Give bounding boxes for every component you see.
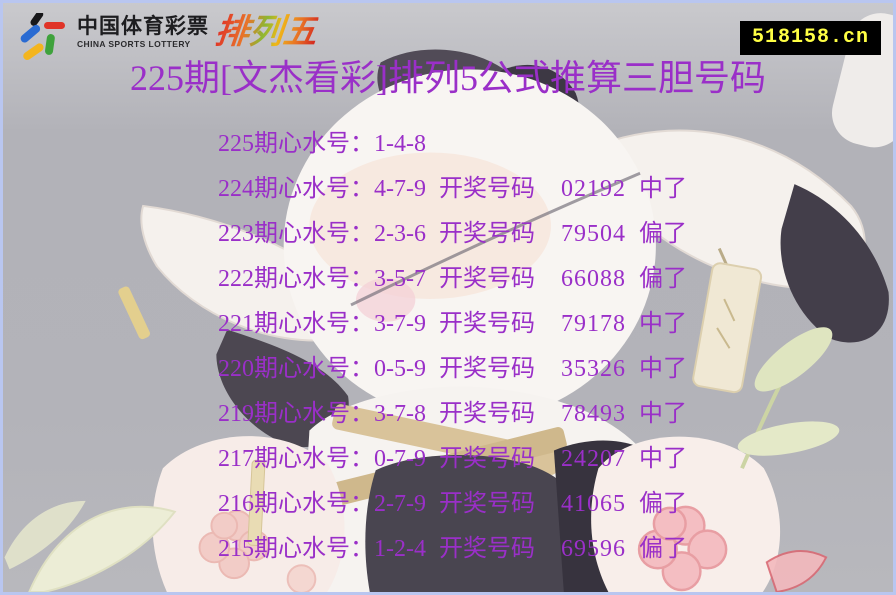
prediction-row: 216期心水号：2-7-9 开奖号码 41065 偏了 bbox=[218, 482, 687, 527]
row-numbers: 1-4-8 bbox=[374, 131, 426, 157]
row-result: 中了 bbox=[638, 401, 687, 427]
row-period-label: 223期心水号： bbox=[218, 221, 374, 247]
row-draw-number: 41065 bbox=[560, 491, 626, 517]
row-period-label: 220期心水号： bbox=[218, 356, 374, 382]
row-period-label: 215期心水号： bbox=[218, 536, 374, 562]
row-numbers: 2-7-9 bbox=[374, 491, 426, 517]
row-draw-label: 开奖号码 bbox=[438, 491, 535, 517]
row-numbers: 0-7-9 bbox=[374, 446, 426, 472]
row-numbers: 4-7-9 bbox=[374, 176, 426, 202]
row-numbers: 1-2-4 bbox=[374, 536, 426, 562]
row-draw-number: 66088 bbox=[560, 266, 626, 292]
prediction-list: 225期心水号：1-4-8 224期心水号：4-7-9 开奖号码 02192 中了 2… bbox=[218, 122, 687, 572]
prediction-row: 219期心水号：3-7-8 开奖号码 78493 中了 bbox=[218, 392, 687, 437]
row-draw-label: 开奖号码 bbox=[438, 356, 535, 382]
prediction-row: 224期心水号：4-7-9 开奖号码 02192 中了 bbox=[218, 167, 687, 212]
prediction-row: 217期心水号：0-7-9 开奖号码 24207 中了 bbox=[218, 437, 687, 482]
sports-lottery-logo-icon bbox=[20, 13, 65, 61]
row-period-label: 224期心水号： bbox=[218, 176, 374, 202]
brand-header: 中国体育彩票 CHINA SPORTS LOTTERY 排列五 bbox=[17, 11, 319, 63]
prediction-row: 225期心水号：1-4-8 bbox=[218, 122, 687, 167]
row-period-label: 225期心水号： bbox=[218, 131, 374, 157]
prediction-row: 221期心水号：3-7-9 开奖号码 79178 中了 bbox=[218, 302, 687, 347]
row-draw-label: 开奖号码 bbox=[438, 401, 535, 427]
row-draw-number: 79178 bbox=[560, 311, 626, 337]
row-result: 偏了 bbox=[638, 266, 687, 292]
row-draw-label: 开奖号码 bbox=[438, 446, 535, 472]
row-result: 偏了 bbox=[638, 221, 687, 247]
prediction-row: 222期心水号：3-5-7 开奖号码 66088 偏了 bbox=[218, 257, 687, 302]
row-numbers: 3-7-9 bbox=[374, 311, 426, 337]
row-draw-number: 78493 bbox=[560, 401, 626, 427]
row-period-label: 222期心水号： bbox=[218, 266, 374, 292]
row-draw-label: 开奖号码 bbox=[438, 266, 535, 292]
row-period-label: 216期心水号： bbox=[218, 491, 374, 517]
row-numbers: 3-7-8 bbox=[374, 401, 426, 427]
site-url-badge: 518158.cn bbox=[739, 21, 881, 55]
row-draw-number: 69596 bbox=[560, 536, 626, 562]
row-draw-number: 02192 bbox=[560, 176, 626, 202]
prediction-row: 220期心水号：0-5-9 开奖号码 35326 中了 bbox=[218, 347, 687, 392]
prediction-row: 223期心水号：2-3-6 开奖号码 79504 偏了 bbox=[218, 212, 687, 257]
row-draw-label: 开奖号码 bbox=[438, 311, 535, 337]
logo-en-name: CHINA SPORTS LOTTERY bbox=[77, 39, 191, 49]
row-result: 中了 bbox=[638, 446, 687, 472]
logo-product-name: 排列五 bbox=[213, 13, 319, 51]
row-numbers: 0-5-9 bbox=[374, 356, 426, 382]
logo-cn-name: 中国体育彩票 bbox=[77, 15, 209, 38]
row-draw-number: 35326 bbox=[560, 356, 626, 382]
row-period-label: 219期心水号： bbox=[218, 401, 374, 427]
row-draw-number: 24207 bbox=[560, 446, 626, 472]
row-period-label: 221期心水号： bbox=[218, 311, 374, 337]
row-result: 中了 bbox=[638, 176, 687, 202]
row-result: 中了 bbox=[638, 356, 687, 382]
row-draw-label: 开奖号码 bbox=[438, 536, 535, 562]
row-numbers: 2-3-6 bbox=[374, 221, 426, 247]
row-draw-label: 开奖号码 bbox=[438, 176, 535, 202]
row-result: 偏了 bbox=[638, 536, 687, 562]
row-result: 中了 bbox=[638, 311, 687, 337]
row-result: 偏了 bbox=[638, 491, 687, 517]
page-title: 225期[文杰看彩]排列5公式推算三胆号码 bbox=[130, 58, 766, 98]
logo-text-block: 中国体育彩票 CHINA SPORTS LOTTERY bbox=[77, 15, 209, 50]
row-period-label: 217期心水号： bbox=[218, 446, 374, 472]
prediction-row: 215期心水号：1-2-4 开奖号码 69596 偏了 bbox=[218, 527, 687, 572]
row-draw-number: 79504 bbox=[560, 221, 626, 247]
row-numbers: 3-5-7 bbox=[374, 266, 426, 292]
row-draw-label: 开奖号码 bbox=[438, 221, 535, 247]
